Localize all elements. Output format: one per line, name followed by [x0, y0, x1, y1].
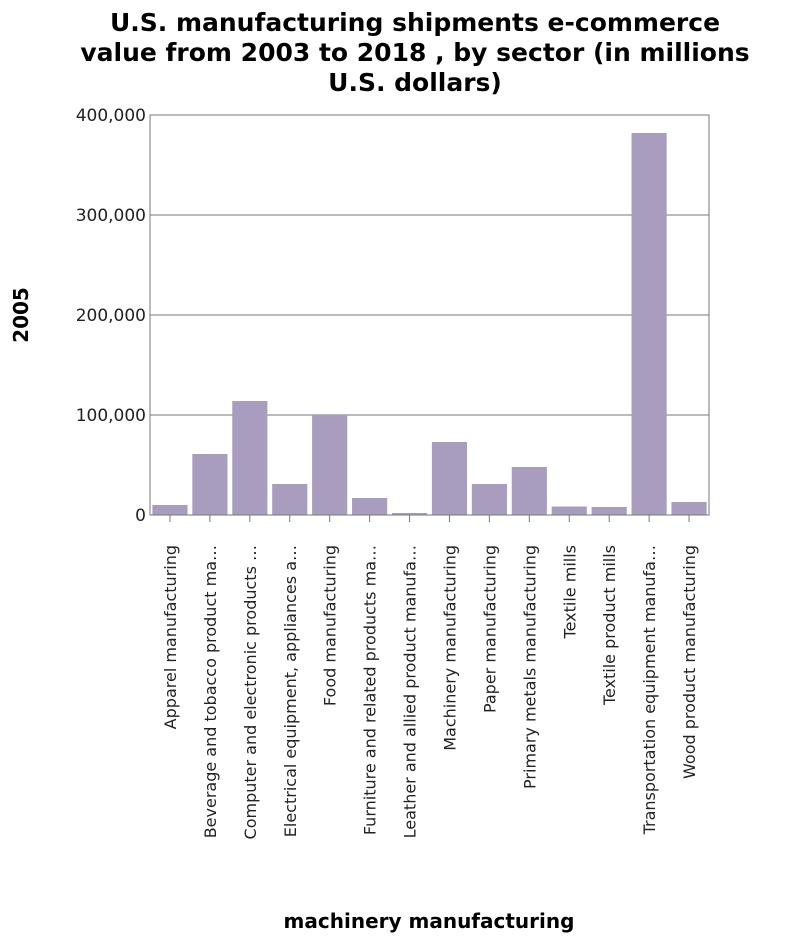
bar	[272, 484, 308, 515]
x-tick-label: Paper manufacturing	[480, 545, 499, 713]
x-tick-label: Beverage and tobacco product ma…	[201, 545, 220, 838]
bar	[671, 502, 707, 515]
x-tick-label: Machinery manufacturing	[440, 545, 459, 751]
chart-title-line-1: U.S. manufacturing shipments e-commerce	[110, 8, 720, 37]
bars	[152, 133, 707, 515]
bar	[391, 513, 428, 515]
x-tick-label: Electrical equipment, appliances a…	[281, 545, 300, 837]
y-axis-ticks: 0 100,000 200,000 300,000 400,000	[76, 106, 146, 526]
bar	[631, 133, 667, 515]
bar	[192, 454, 228, 515]
x-tick-label: Textile product mills	[600, 545, 619, 706]
y-axis-title: 2005	[9, 287, 33, 343]
chart-title-line-3: U.S. dollars)	[328, 68, 502, 97]
x-tick-label: Computer and electronic products …	[241, 545, 260, 839]
chart-title: U.S. manufacturing shipments e-commerce …	[80, 8, 749, 97]
gridlines	[150, 214, 709, 416]
bar	[511, 467, 547, 515]
x-tick-label: Wood product manufacturing	[680, 545, 699, 779]
bar	[551, 506, 587, 515]
x-axis-ticks: Apparel manufacturing Beverage and tobacc…	[161, 515, 699, 839]
y-tick-label: 200,000	[76, 306, 146, 326]
bar	[312, 415, 348, 515]
bar	[152, 505, 188, 515]
x-tick-label: Transportation equipment manufa…	[640, 545, 659, 835]
plot-frame	[149, 114, 710, 516]
bar	[471, 484, 507, 515]
bar	[232, 401, 268, 515]
x-tick-label: Apparel manufacturing	[161, 545, 180, 729]
y-tick-label: 400,000	[76, 106, 146, 126]
x-tick-label: Leather and allied product manufa…	[401, 545, 420, 838]
y-tick-label: 0	[135, 506, 146, 526]
x-tick-label: Food manufacturing	[321, 545, 340, 706]
x-axis-title: machinery manufacturing	[284, 909, 575, 933]
bar	[431, 442, 468, 515]
bar	[591, 507, 627, 515]
y-tick-label: 300,000	[76, 206, 146, 226]
y-tick-label: 100,000	[76, 406, 146, 426]
bar	[352, 498, 388, 515]
chart-title-line-2: value from 2003 to 2018 , by sector (in …	[80, 38, 749, 67]
x-tick-label: Primary metals manufacturing	[520, 545, 539, 789]
x-tick-label: Textile mills	[560, 545, 579, 639]
x-tick-label: Furniture and related products ma…	[361, 545, 380, 835]
